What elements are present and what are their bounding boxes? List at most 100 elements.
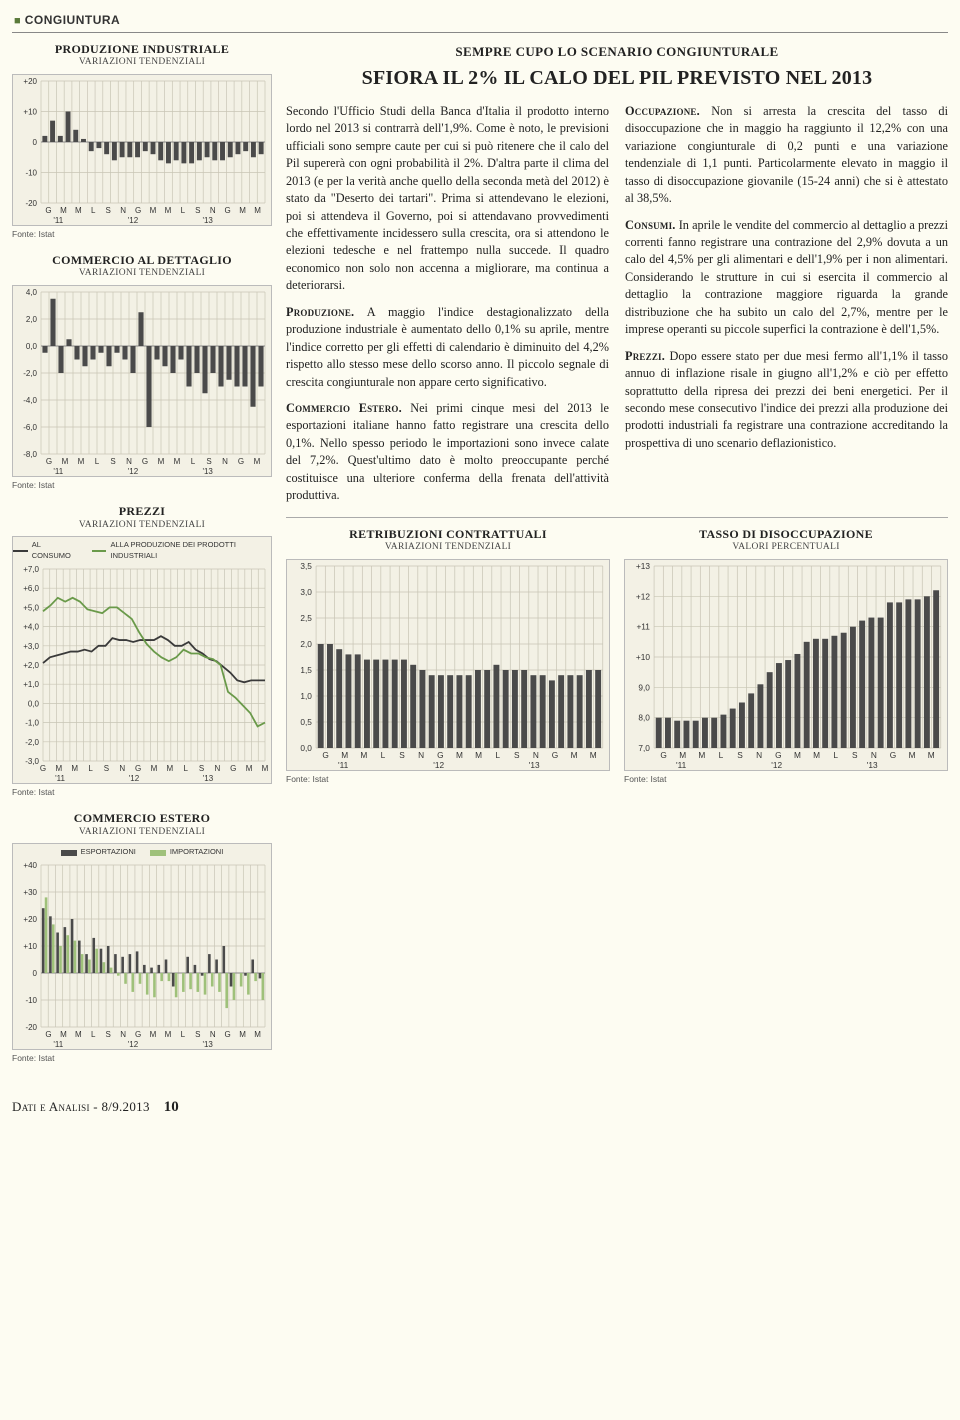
svg-text:3,0: 3,0	[300, 588, 312, 597]
svg-text:-1,0: -1,0	[25, 719, 39, 728]
svg-text:M: M	[928, 751, 935, 760]
legend: ESPORTAZIONI IMPORTAZIONI	[13, 844, 271, 859]
chart-estero: COMMERCIO ESTERO VARIAZIONI TENDENZIALI …	[12, 812, 272, 1064]
chart-source: Fonte: Istat	[12, 228, 272, 240]
svg-text:S: S	[106, 1030, 111, 1039]
svg-text:+13: +13	[636, 562, 651, 571]
svg-text:'11: '11	[338, 761, 349, 770]
svg-text:M: M	[698, 751, 705, 760]
svg-text:M: M	[78, 457, 85, 466]
svg-text:2,0: 2,0	[300, 640, 312, 649]
svg-text:M: M	[75, 206, 82, 215]
svg-text:L: L	[88, 764, 93, 773]
svg-text:1,0: 1,0	[300, 692, 312, 701]
svg-text:'12: '12	[128, 467, 139, 476]
svg-text:L: L	[95, 457, 100, 466]
svg-text:M: M	[360, 751, 367, 760]
svg-text:M: M	[262, 764, 269, 773]
svg-text:N: N	[215, 764, 221, 773]
svg-text:+10: +10	[636, 653, 651, 662]
svg-text:4,0: 4,0	[26, 288, 38, 297]
svg-text:-8,0: -8,0	[23, 450, 37, 459]
svg-text:L: L	[719, 751, 724, 760]
svg-text:M: M	[60, 1030, 67, 1039]
svg-text:G: G	[135, 206, 141, 215]
chart-dettaglio: COMMERCIO AL DETTAGLIO VARIAZIONI TENDEN…	[12, 254, 272, 491]
chart-source: Fonte: Istat	[12, 786, 272, 798]
svg-text:M: M	[165, 1030, 172, 1039]
svg-text:M: M	[165, 206, 172, 215]
svg-text:7,0: 7,0	[638, 744, 650, 753]
svg-text:+10: +10	[23, 942, 37, 951]
svg-text:+7,0: +7,0	[23, 565, 39, 574]
svg-text:-6,0: -6,0	[23, 423, 37, 432]
svg-text:G: G	[322, 751, 328, 760]
footer: Dati e Analisi - 8/9.2013 10	[12, 1097, 948, 1119]
run-in-occupazione: Occupazione.	[625, 104, 700, 118]
svg-text:0,0: 0,0	[28, 700, 40, 709]
svg-text:L: L	[91, 206, 96, 215]
svg-text:'11: '11	[53, 216, 63, 225]
chart-subtitle: VARIAZIONI TENDENZIALI	[286, 541, 610, 555]
svg-text:M: M	[456, 751, 463, 760]
svg-text:M: M	[246, 764, 253, 773]
svg-text:'12: '12	[771, 761, 782, 770]
svg-text:M: M	[56, 764, 63, 773]
svg-text:+6,0: +6,0	[23, 584, 39, 593]
svg-text:S: S	[110, 457, 115, 466]
chart-title: PREZZI	[12, 505, 272, 518]
svg-text:L: L	[833, 751, 838, 760]
chart-title: COMMERCIO AL DETTAGLIO	[12, 254, 272, 267]
svg-text:'13: '13	[202, 1040, 213, 1049]
article-lead: Secondo l'Ufficio Studi della Banca d'It…	[286, 103, 609, 295]
svg-text:S: S	[399, 751, 405, 760]
svg-text:-20: -20	[25, 1023, 37, 1032]
svg-text:N: N	[222, 457, 228, 466]
svg-text:M: M	[150, 1030, 157, 1039]
svg-text:'11: '11	[53, 467, 63, 476]
svg-text:S: S	[514, 751, 520, 760]
svg-text:M: M	[60, 206, 67, 215]
svg-text:L: L	[381, 751, 386, 760]
svg-text:G: G	[45, 1030, 51, 1039]
svg-text:+5,0: +5,0	[23, 604, 39, 613]
svg-text:G: G	[890, 751, 896, 760]
chart-title: RETRIBUZIONI CONTRATTUALI	[286, 528, 610, 541]
svg-text:M: M	[158, 457, 165, 466]
svg-text:8,0: 8,0	[638, 714, 650, 723]
svg-text:'12: '12	[129, 774, 140, 783]
svg-text:M: M	[239, 206, 246, 215]
chart-retribuzioni: RETRIBUZIONI CONTRATTUALI VARIAZIONI TEN…	[286, 528, 610, 785]
svg-text:M: M	[254, 206, 261, 215]
svg-text:M: M	[75, 1030, 82, 1039]
svg-text:+4,0: +4,0	[23, 623, 39, 632]
svg-text:G: G	[225, 1030, 231, 1039]
legend: AL CONSUMO ALLA PRODUZIONE DEI PRODOTTI …	[13, 537, 271, 563]
svg-text:M: M	[254, 1030, 261, 1039]
divider	[286, 517, 948, 518]
article-body: Secondo l'Ufficio Studi della Banca d'It…	[286, 103, 948, 505]
svg-text:'13: '13	[867, 761, 878, 770]
svg-text:0: 0	[33, 138, 38, 147]
svg-text:'13: '13	[203, 774, 214, 783]
svg-text:'13: '13	[202, 467, 213, 476]
svg-text:G: G	[46, 457, 52, 466]
chart-disoccupazione: TASSO DI DISOCCUPAZIONE VALORI PERCENTUA…	[624, 528, 948, 785]
chart-subtitle: VARIAZIONI TENDENZIALI	[12, 519, 272, 533]
svg-text:3,5: 3,5	[300, 562, 312, 571]
chart-subtitle: VALORI PERCENTUALI	[624, 541, 948, 555]
svg-text:M: M	[571, 751, 578, 760]
svg-text:1,5: 1,5	[300, 666, 312, 675]
svg-text:+2,0: +2,0	[23, 661, 39, 670]
svg-text:S: S	[104, 764, 109, 773]
svg-text:G: G	[45, 206, 51, 215]
svg-text:S: S	[737, 751, 743, 760]
svg-text:-4,0: -4,0	[23, 396, 37, 405]
chart-prezzi: PREZZI VARIAZIONI TENDENZIALI AL CONSUMO…	[12, 505, 272, 798]
svg-text:N: N	[120, 1030, 126, 1039]
svg-text:M: M	[909, 751, 916, 760]
svg-text:L: L	[181, 206, 186, 215]
svg-text:G: G	[238, 457, 244, 466]
svg-text:G: G	[142, 457, 148, 466]
svg-text:M: M	[239, 1030, 246, 1039]
